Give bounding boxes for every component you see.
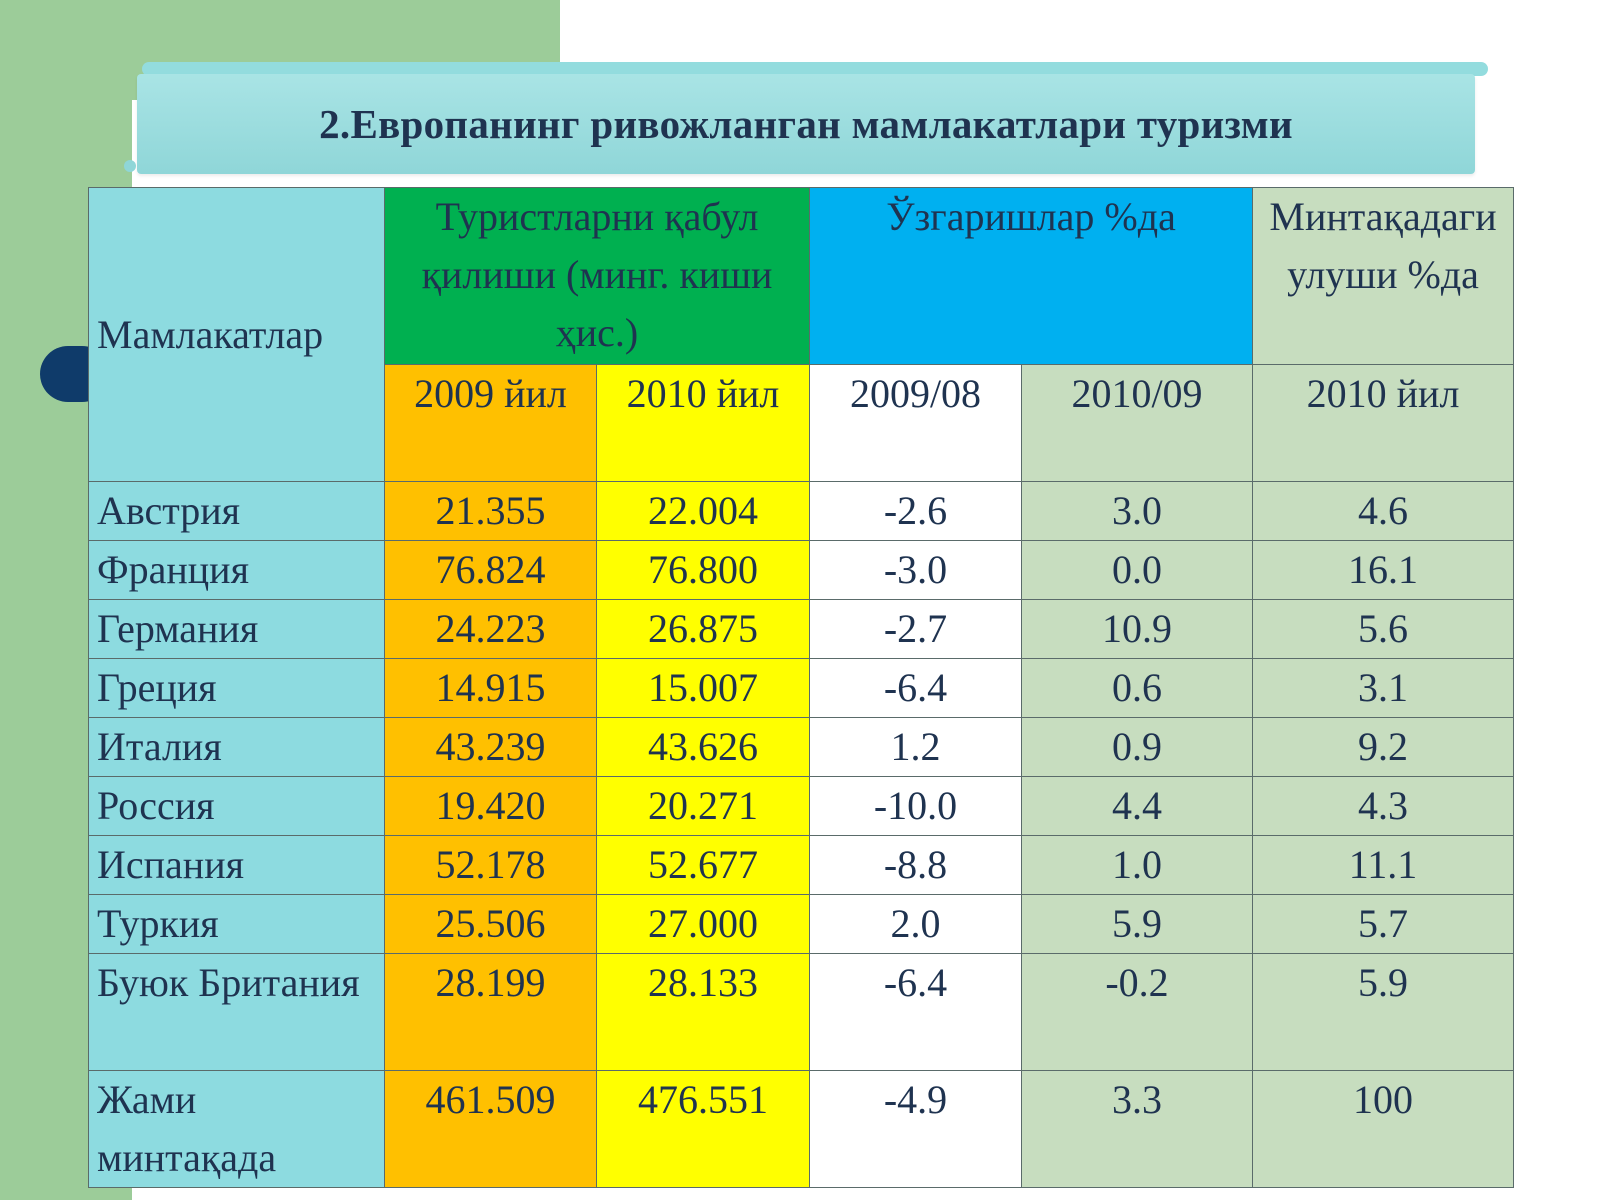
share-2010-cell: 4.3 [1252, 776, 1515, 836]
share-2010-cell: 5.6 [1252, 599, 1515, 659]
share-2010-cell: 4.6 [1252, 481, 1515, 541]
country-cell: Испания [88, 835, 385, 895]
change-2009-08-cell: -6.4 [809, 953, 1022, 1071]
header-changes: Ўзгаришлар %да [808, 187, 1254, 365]
change-2009-08-cell: -10.0 [809, 776, 1022, 836]
share-2010-cell: 100 [1252, 1070, 1515, 1188]
arrivals-2010-cell: 26.875 [596, 599, 810, 659]
change-2010-09-cell: 1.0 [1020, 835, 1254, 895]
change-2010-09-cell: -0.2 [1020, 953, 1254, 1071]
change-2009-08-cell: -4.9 [809, 1070, 1022, 1188]
arrivals-2010-cell: 15.007 [596, 658, 810, 718]
change-2010-09-cell: 3.3 [1020, 1070, 1254, 1188]
share-2010-cell: 5.9 [1252, 953, 1515, 1071]
table-row: Буюк Британия 28.199 28.133 -6.4 -0.2 5.9 [88, 953, 1515, 1071]
arrivals-2009-cell: 19.420 [384, 776, 597, 836]
share-2010-cell: 11.1 [1252, 835, 1515, 895]
arrivals-2009-cell: 21.355 [384, 481, 597, 541]
change-2010-09-cell: 0.9 [1020, 717, 1254, 777]
share-2010-cell: 16.1 [1252, 540, 1515, 600]
subheader-chg-1009: 2010/09 [1020, 364, 1254, 482]
change-2009-08-cell: -3.0 [809, 540, 1022, 600]
title-scroll-edge [142, 62, 1488, 76]
country-cell: Туркия [88, 894, 385, 954]
table-row: Австрия 21.355 22.004 -2.6 3.0 4.6 [88, 481, 1515, 541]
page-title: 2.Европанинг ривожланган мамлакатлари ту… [319, 101, 1293, 147]
subheader-arr-2010: 2010 йил [596, 364, 810, 482]
tourism-table: Мамлакатлар Туристларни қабул қилиши (ми… [88, 187, 1515, 1188]
arrivals-2009-cell: 43.239 [384, 717, 597, 777]
header-arrivals: Туристларни қабул қилиши (минг. киши ҳис… [384, 187, 810, 365]
arrivals-2009-cell: 25.506 [384, 894, 597, 954]
subheader-arr-2009: 2009 йил [384, 364, 597, 482]
change-2009-08-cell: -6.4 [809, 658, 1022, 718]
share-2010-cell: 5.7 [1252, 894, 1515, 954]
table-row: Жами минтақада 461.509 476.551 -4.9 3.3 100 [88, 1070, 1515, 1188]
share-2010-cell: 3.1 [1252, 658, 1515, 718]
arrivals-2009-cell: 28.199 [384, 953, 597, 1071]
arrivals-2010-cell: 52.677 [596, 835, 810, 895]
arrivals-2009-cell: 461.509 [384, 1070, 597, 1188]
arrivals-2009-cell: 24.223 [384, 599, 597, 659]
share-2010-cell: 9.2 [1252, 717, 1515, 777]
subheader-row: 2009 йил 2010 йил 2009/08 2010/09 2010 й… [89, 364, 1515, 482]
table-row: Германия 24.223 26.875 -2.7 10.9 5.6 [88, 599, 1515, 659]
header-share: Минтақадаги улуши %да [1252, 187, 1515, 365]
subheader-share-2010: 2010 йил [1252, 364, 1515, 482]
change-2009-08-cell: -2.6 [809, 481, 1022, 541]
table-row: Туркия 25.506 27.000 2.0 5.9 5.7 [88, 894, 1515, 954]
title-banner: 2.Европанинг ривожланган мамлакатлари ту… [137, 74, 1475, 174]
country-cell: Буюк Британия [88, 953, 385, 1071]
arrivals-2009-cell: 14.915 [384, 658, 597, 718]
country-cell: Жами минтақада [88, 1070, 385, 1188]
arrivals-2010-cell: 76.800 [596, 540, 810, 600]
arrivals-2010-cell: 476.551 [596, 1070, 810, 1188]
country-cell: Германия [88, 599, 385, 659]
table-row: Италия 43.239 43.626 1.2 0.9 9.2 [88, 717, 1515, 777]
table-row: Франция 76.824 76.800 -3.0 0.0 16.1 [88, 540, 1515, 600]
arrivals-2010-cell: 28.133 [596, 953, 810, 1071]
change-2009-08-cell: -2.7 [809, 599, 1022, 659]
subheader-chg-0908: 2009/08 [809, 364, 1022, 482]
arrivals-2010-cell: 43.626 [596, 717, 810, 777]
change-2010-09-cell: 5.9 [1020, 894, 1254, 954]
change-2010-09-cell: 0.0 [1020, 540, 1254, 600]
change-2009-08-cell: -8.8 [809, 835, 1022, 895]
arrivals-2009-cell: 76.824 [384, 540, 597, 600]
table-row: Россия 19.420 20.271 -10.0 4.4 4.3 [88, 776, 1515, 836]
change-2010-09-cell: 3.0 [1020, 481, 1254, 541]
arrivals-2010-cell: 22.004 [596, 481, 810, 541]
arrivals-2010-cell: 20.271 [596, 776, 810, 836]
country-cell: Франция [88, 540, 385, 600]
change-2009-08-cell: 2.0 [809, 894, 1022, 954]
change-2009-08-cell: 1.2 [809, 717, 1022, 777]
header-country: Мамлакатлар [88, 187, 385, 482]
country-cell: Италия [88, 717, 385, 777]
change-2010-09-cell: 10.9 [1020, 599, 1254, 659]
table-row: Греция 14.915 15.007 -6.4 0.6 3.1 [88, 658, 1515, 718]
change-2010-09-cell: 0.6 [1020, 658, 1254, 718]
country-cell: Греция [88, 658, 385, 718]
country-cell: Россия [88, 776, 385, 836]
header-row: Мамлакатлар Туристларни қабул қилиши (ми… [88, 187, 1515, 482]
table-row: Испания 52.178 52.677 -8.8 1.0 11.1 [88, 835, 1515, 895]
title-scroll-curl [124, 160, 136, 172]
arrivals-2010-cell: 27.000 [596, 894, 810, 954]
arrivals-2009-cell: 52.178 [384, 835, 597, 895]
country-cell: Австрия [88, 481, 385, 541]
change-2010-09-cell: 4.4 [1020, 776, 1254, 836]
